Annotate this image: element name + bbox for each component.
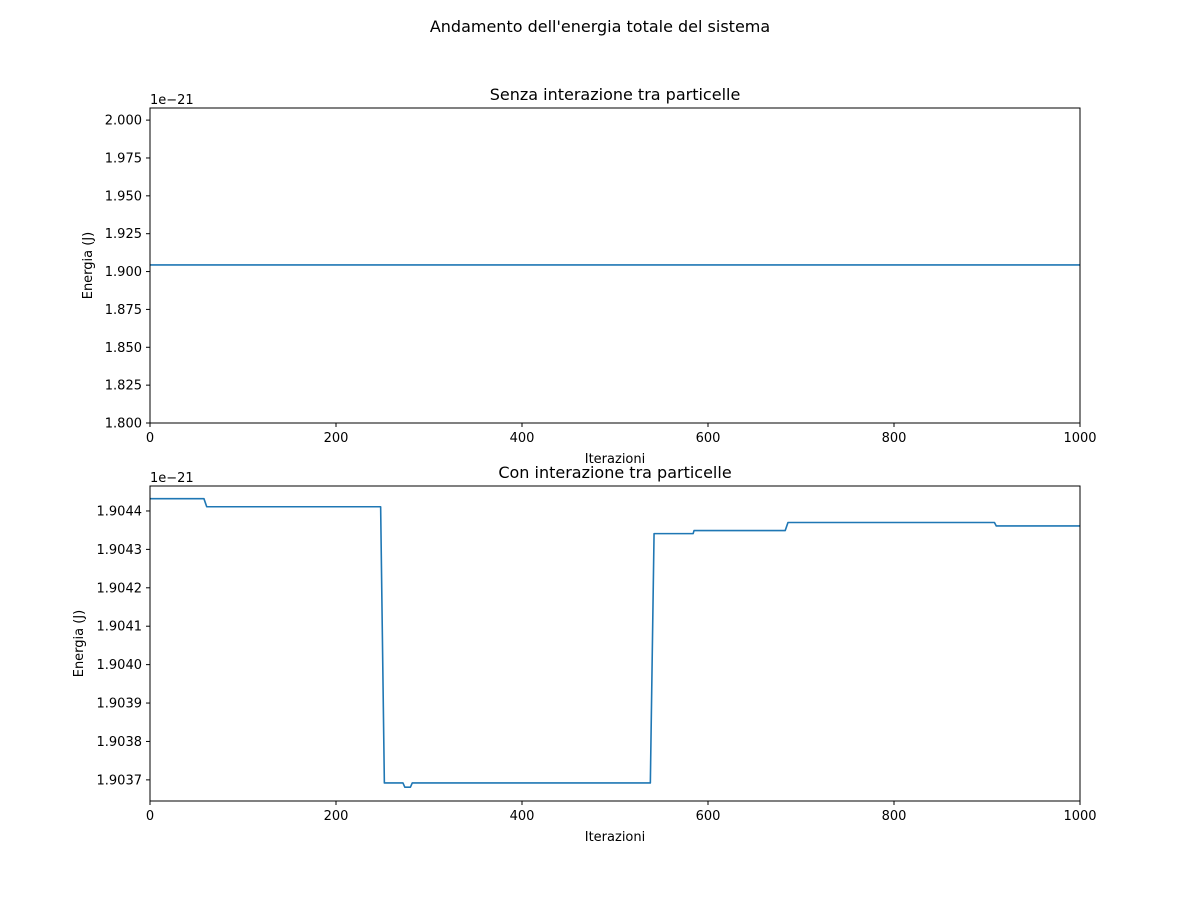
y-axis-label: Energia (J) — [81, 232, 96, 300]
y-tick-label: 1.950 — [105, 189, 142, 204]
x-tick-label: 1000 — [1063, 431, 1096, 446]
y-tick-label: 1.9044 — [97, 504, 143, 519]
y-tick-label: 1.900 — [105, 265, 142, 280]
y-axis-label: Energia (J) — [72, 610, 87, 678]
x-tick-label: 1000 — [1063, 809, 1096, 824]
y-tick-label: 1.9041 — [97, 620, 143, 635]
y-tick-label: 1.9039 — [97, 697, 143, 712]
x-tick-label: 400 — [510, 431, 535, 446]
y-tick-label: 1.9043 — [97, 543, 143, 558]
y-tick-label: 1.9037 — [97, 773, 143, 788]
y-tick-label: 1.925 — [105, 227, 142, 242]
x-tick-label: 0 — [146, 809, 154, 824]
x-tick-label: 0 — [146, 431, 154, 446]
subplot-title: Con interazione tra particelle — [498, 463, 731, 482]
figure-title: Andamento dell'energia totale del sistem… — [430, 17, 770, 36]
x-tick-label: 600 — [696, 809, 721, 824]
plot-frame — [149, 107, 1081, 424]
y-tick-label: 1.825 — [105, 379, 142, 394]
x-axis-label: Iterazioni — [585, 830, 645, 845]
x-tick-label: 400 — [510, 809, 535, 824]
y-tick-label: 1.800 — [105, 417, 142, 432]
y-offset-text: 1e−21 — [150, 471, 194, 486]
y-tick-label: 2.000 — [105, 114, 142, 129]
x-tick-label: 800 — [882, 809, 907, 824]
y-tick-label: 1.9038 — [97, 735, 143, 750]
subplot-title: Senza interazione tra particelle — [490, 85, 741, 104]
x-tick-label: 200 — [324, 431, 349, 446]
subplot-top: 0 200 400 600 800 1000 1.800 1.825 1.850 1.875 1.9… — [81, 85, 1097, 467]
y-tick-label: 1.875 — [105, 303, 142, 318]
x-tick-label: 200 — [324, 809, 349, 824]
x-tick-label: 600 — [696, 431, 721, 446]
y-tick-label: 1.975 — [105, 151, 142, 166]
subplot-bottom: 0 200 400 600 800 1000 1.9037 1.9038 1.9039 1.904… — [72, 463, 1097, 845]
y-tick-label: 1.9040 — [97, 658, 143, 673]
plot-frame — [149, 485, 1081, 802]
y-tick-label: 1.9042 — [97, 581, 143, 596]
x-tick-label: 800 — [882, 431, 907, 446]
y-offset-text: 1e−21 — [150, 93, 194, 108]
series-line — [150, 497, 1080, 788]
x-axis-label: Iterazioni — [585, 452, 645, 467]
y-tick-label: 1.850 — [105, 341, 142, 356]
